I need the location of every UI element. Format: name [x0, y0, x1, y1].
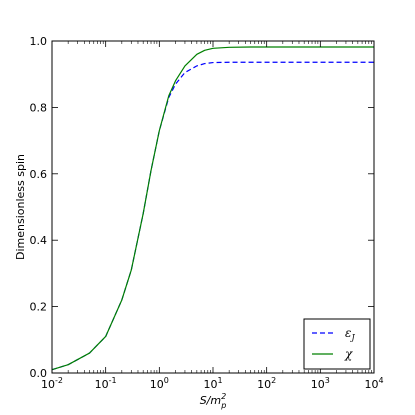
- x-tick-label-base: 10: [41, 378, 55, 391]
- y-tick-label: 0.2: [30, 301, 48, 314]
- ticks-layer: 10-2 10-1 100 101 102 103 1040.00.20.40.60.81.…: [30, 35, 384, 391]
- x-tick-label-exp: 3: [325, 376, 330, 385]
- x-tick-label: 100: [150, 376, 169, 391]
- legend-label-eps-j-base: ε: [345, 326, 351, 340]
- x-axis-label-base: S/m: [200, 394, 221, 407]
- x-tick-label-exp: 2: [271, 376, 276, 385]
- legend: εJ χ: [303, 318, 371, 370]
- legend-frame: [303, 318, 371, 370]
- x-tick-label-exp: 1: [217, 376, 222, 385]
- x-tick-label: 104: [364, 376, 383, 391]
- x-tick-label: 10-2: [41, 376, 63, 391]
- y-tick-label: 1.0: [30, 35, 48, 48]
- x-tick-label-exp: -1: [109, 376, 117, 385]
- series-line-chi: [51, 46, 374, 371]
- x-tick-label-base: 10: [257, 378, 271, 391]
- x-axis-label: S/m2 p: [200, 392, 227, 410]
- x-tick-label-base: 10: [364, 378, 378, 391]
- x-tick-label-exp: -2: [55, 376, 63, 385]
- legend-label-chi-base: χ: [344, 347, 353, 361]
- legend-label-eps-j-sub: J: [349, 333, 355, 342]
- y-tick-label: 0.6: [30, 168, 48, 181]
- legend-label-eps-j: εJ: [345, 326, 355, 342]
- legend-label-chi: χ: [344, 347, 353, 361]
- y-tick-label: 0.8: [30, 101, 48, 114]
- x-tick-label: 101: [203, 376, 222, 391]
- plot-layer: [51, 46, 374, 371]
- x-tick-label: 103: [311, 376, 330, 391]
- x-tick-label-base: 10: [95, 378, 109, 391]
- x-axis-label-sup: 2: [221, 392, 226, 401]
- x-tick-label: 102: [257, 376, 276, 391]
- y-tick-label: 0.4: [30, 234, 48, 247]
- y-axis-label: Dimensionless spin: [14, 154, 27, 260]
- x-tick-label-exp: 0: [164, 376, 169, 385]
- x-tick-label-base: 10: [311, 378, 325, 391]
- x-tick-label: 10-1: [95, 376, 117, 391]
- x-tick-label-base: 10: [203, 378, 217, 391]
- x-axis-label-sub: p: [220, 401, 226, 410]
- x-tick-label-exp: 4: [378, 376, 383, 385]
- y-tick-label: 0.0: [30, 367, 48, 380]
- x-tick-label-base: 10: [150, 378, 164, 391]
